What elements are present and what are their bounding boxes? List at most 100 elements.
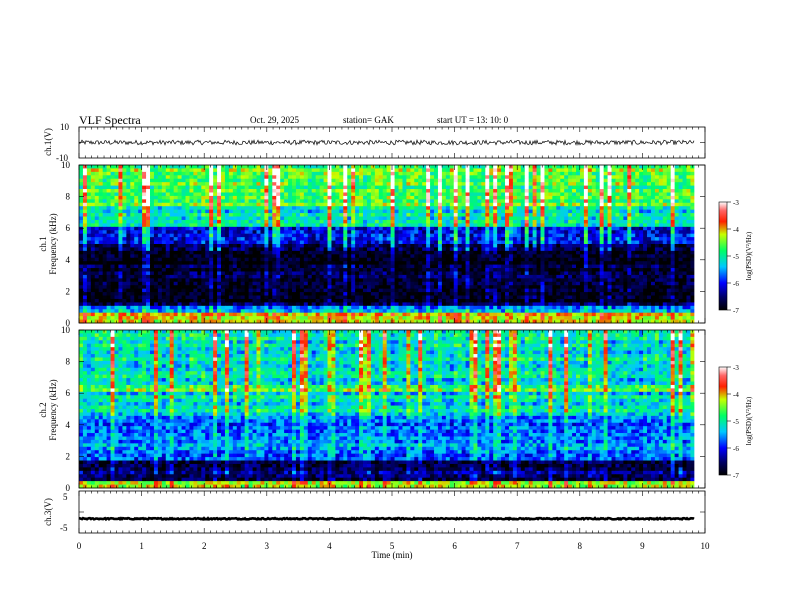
spectrogram-cell <box>177 268 182 272</box>
spectrogram-cell <box>264 244 269 248</box>
spectrogram-cell <box>607 216 612 221</box>
spectrogram-cell <box>366 171 372 176</box>
spectrogram-cell <box>599 261 605 265</box>
spectrogram-cell <box>339 230 344 235</box>
spectrogram-cell <box>82 199 88 204</box>
spectrogram-cell <box>524 226 530 231</box>
spectrogram-cell <box>643 165 648 169</box>
spectrogram-cell <box>82 219 88 224</box>
spectrogram-cell <box>599 223 605 228</box>
spectrogram-cell <box>572 185 577 190</box>
spectrogram-cell <box>430 192 435 197</box>
spectrogram-cell <box>130 247 135 252</box>
spectrogram-cell <box>130 216 135 221</box>
spectrogram-cell <box>363 206 368 211</box>
spectrogram-cell <box>674 264 679 269</box>
spectrogram-cell <box>351 254 356 259</box>
spectrogram-cell <box>248 240 253 245</box>
spectrogram-cell <box>493 168 498 173</box>
spectrogram-cell <box>331 202 336 207</box>
spectrogram-cell <box>398 219 403 224</box>
spectrogram-cell <box>224 171 230 176</box>
spectrogram-cell <box>485 226 490 231</box>
spectrogram-cell <box>556 192 561 197</box>
spectrogram-cell <box>311 195 317 200</box>
spectrogram-cell <box>394 244 399 248</box>
spectrogram-cell <box>556 219 561 224</box>
spectrogram-cell <box>142 209 147 214</box>
spectrogram-cell <box>631 233 636 238</box>
spectrogram-cell <box>122 195 127 200</box>
spectrogram-cell <box>102 165 108 169</box>
spectrogram-cell <box>465 244 470 248</box>
spectrogram-cell <box>272 202 277 207</box>
spectrogram-cell <box>185 182 190 186</box>
spectrogram-cell <box>256 202 261 207</box>
spectrogram-cell <box>650 240 656 245</box>
spectrogram-cell <box>398 257 403 262</box>
spectrogram-cell <box>201 175 206 180</box>
spectrogram-cell <box>528 175 534 180</box>
spectrogram-cell <box>662 226 668 231</box>
spectrogram-cell <box>520 216 526 221</box>
spectrogram-cell <box>201 244 206 248</box>
spectrogram-cell <box>639 195 644 200</box>
spectrogram-cell <box>303 168 309 173</box>
spectrogram-cell <box>505 189 510 193</box>
spectrogram-cell <box>106 189 111 193</box>
spectrogram-cell <box>536 240 541 245</box>
spectrogram-cell <box>394 257 399 262</box>
spectrogram-cell <box>110 213 115 217</box>
spectrogram-cell <box>556 168 561 173</box>
spectrogram-cell <box>457 237 463 241</box>
spectrogram-cell <box>134 168 139 173</box>
spectrogram-cell <box>82 202 88 207</box>
spectrogram-cell <box>501 195 506 200</box>
spectrogram-cell <box>153 250 159 255</box>
spectrogram-cell <box>568 237 573 241</box>
spectrogram-cell <box>473 250 478 255</box>
spectrogram-cell <box>106 244 111 248</box>
spectrogram-cell <box>339 178 344 183</box>
spectrogram-cell <box>437 223 443 228</box>
spectrogram-cell <box>473 165 478 169</box>
spectrogram-cell <box>292 202 297 207</box>
spectrogram-cell <box>252 230 257 235</box>
spectrogram-cell <box>666 237 672 241</box>
spectrogram-cell <box>221 226 226 231</box>
spectrogram-cell <box>319 213 324 217</box>
spectrogram-cell <box>607 185 612 190</box>
spectrogram-cell <box>94 247 100 252</box>
spectrogram-cell <box>682 165 687 169</box>
spectrogram-cell <box>402 202 407 207</box>
spectrogram-cell <box>548 199 553 204</box>
spectrogram-cell <box>587 223 593 228</box>
spectrogram-cell <box>185 216 190 221</box>
spectrogram-cell <box>295 250 301 255</box>
spectrogram-cell <box>398 199 403 204</box>
spectrogram-cell <box>122 206 127 211</box>
spectrogram-cell <box>382 219 388 224</box>
spectrogram-cell <box>284 189 289 193</box>
spectrogram-cell <box>142 165 147 169</box>
spectrogram-cell <box>418 171 423 176</box>
station-label: station= GAK <box>343 115 394 125</box>
spectrogram-cell <box>635 216 640 221</box>
spectrogram-cell <box>520 261 526 265</box>
spectrogram-cell <box>520 206 526 211</box>
spectrogram-cell <box>650 171 656 176</box>
spectrogram-cell <box>579 216 585 221</box>
spectrogram-cell <box>323 192 328 197</box>
spectrogram-cell <box>331 178 336 183</box>
spectrogram-cell <box>276 199 281 204</box>
spectrogram-cell <box>181 254 186 259</box>
spectrogram-cell <box>441 168 447 173</box>
spectrogram-cell <box>307 189 313 193</box>
spectrogram-cell <box>627 185 632 190</box>
spectrogram-cell <box>623 182 628 186</box>
spectrogram-cell <box>544 247 549 252</box>
spectrogram-cell <box>213 185 218 190</box>
spectrogram-cell <box>311 250 317 255</box>
spectrogram-cell <box>650 226 656 231</box>
spectrogram-cell <box>674 195 679 200</box>
